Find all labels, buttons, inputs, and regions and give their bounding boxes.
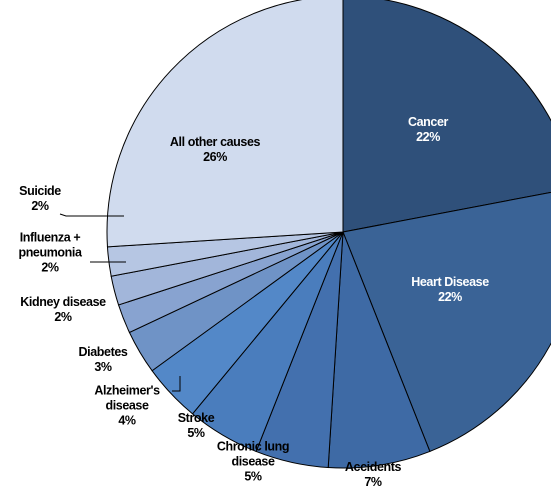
value-label: 2% xyxy=(31,199,49,213)
slice-label: Stroke 5% xyxy=(178,411,215,441)
value-label: 22% xyxy=(416,130,440,144)
value-label: 26% xyxy=(203,150,227,164)
slice-label: Diabetes 3% xyxy=(79,345,128,375)
value-label: 5% xyxy=(187,426,205,440)
slice-label: Suicide 2% xyxy=(19,184,61,214)
category-label: Alzheimer's disease xyxy=(94,383,160,413)
slice xyxy=(327,231,431,469)
category-label: Diabetes xyxy=(78,345,128,359)
value-label: 4% xyxy=(118,413,136,428)
pie xyxy=(106,0,551,469)
slice xyxy=(342,0,551,233)
category-label: Heart Disease xyxy=(411,275,489,289)
slice-label: Influenza + pneumonia 2% xyxy=(8,231,92,276)
value-label: 2% xyxy=(41,260,59,275)
leader-lines xyxy=(59,213,181,392)
value-label: 3% xyxy=(94,360,112,374)
category-label: Cancer xyxy=(408,115,448,129)
category-label: Suicide xyxy=(19,184,61,198)
value-label: 22% xyxy=(438,290,462,304)
value-label: 7% xyxy=(364,475,382,489)
leader-line xyxy=(59,213,124,217)
slice-label: All other causes 26% xyxy=(169,135,261,165)
slice-label: Alzheimer's disease 4% xyxy=(87,384,167,429)
slice-label: Accidents 7% xyxy=(344,460,402,490)
slice-label: Heart Disease 22% xyxy=(411,275,489,305)
slice xyxy=(106,0,344,248)
slice-label: Chronic lung disease 5% xyxy=(213,440,293,485)
slice xyxy=(342,191,551,453)
value-label: 5% xyxy=(244,469,262,484)
leader-line xyxy=(172,376,181,392)
category-label: Chronic lung disease xyxy=(216,439,290,469)
category-label: Accidents xyxy=(344,460,402,474)
category-label: All other causes xyxy=(169,135,261,149)
slice-label: Cancer 22% xyxy=(408,115,448,145)
category-label: Stroke xyxy=(177,411,215,425)
category-label: Influenza + pneumonia xyxy=(18,230,82,260)
value-label: 2% xyxy=(54,310,72,324)
category-label: Kidney disease xyxy=(20,295,106,309)
slice-label: Kidney disease 2% xyxy=(20,295,106,325)
